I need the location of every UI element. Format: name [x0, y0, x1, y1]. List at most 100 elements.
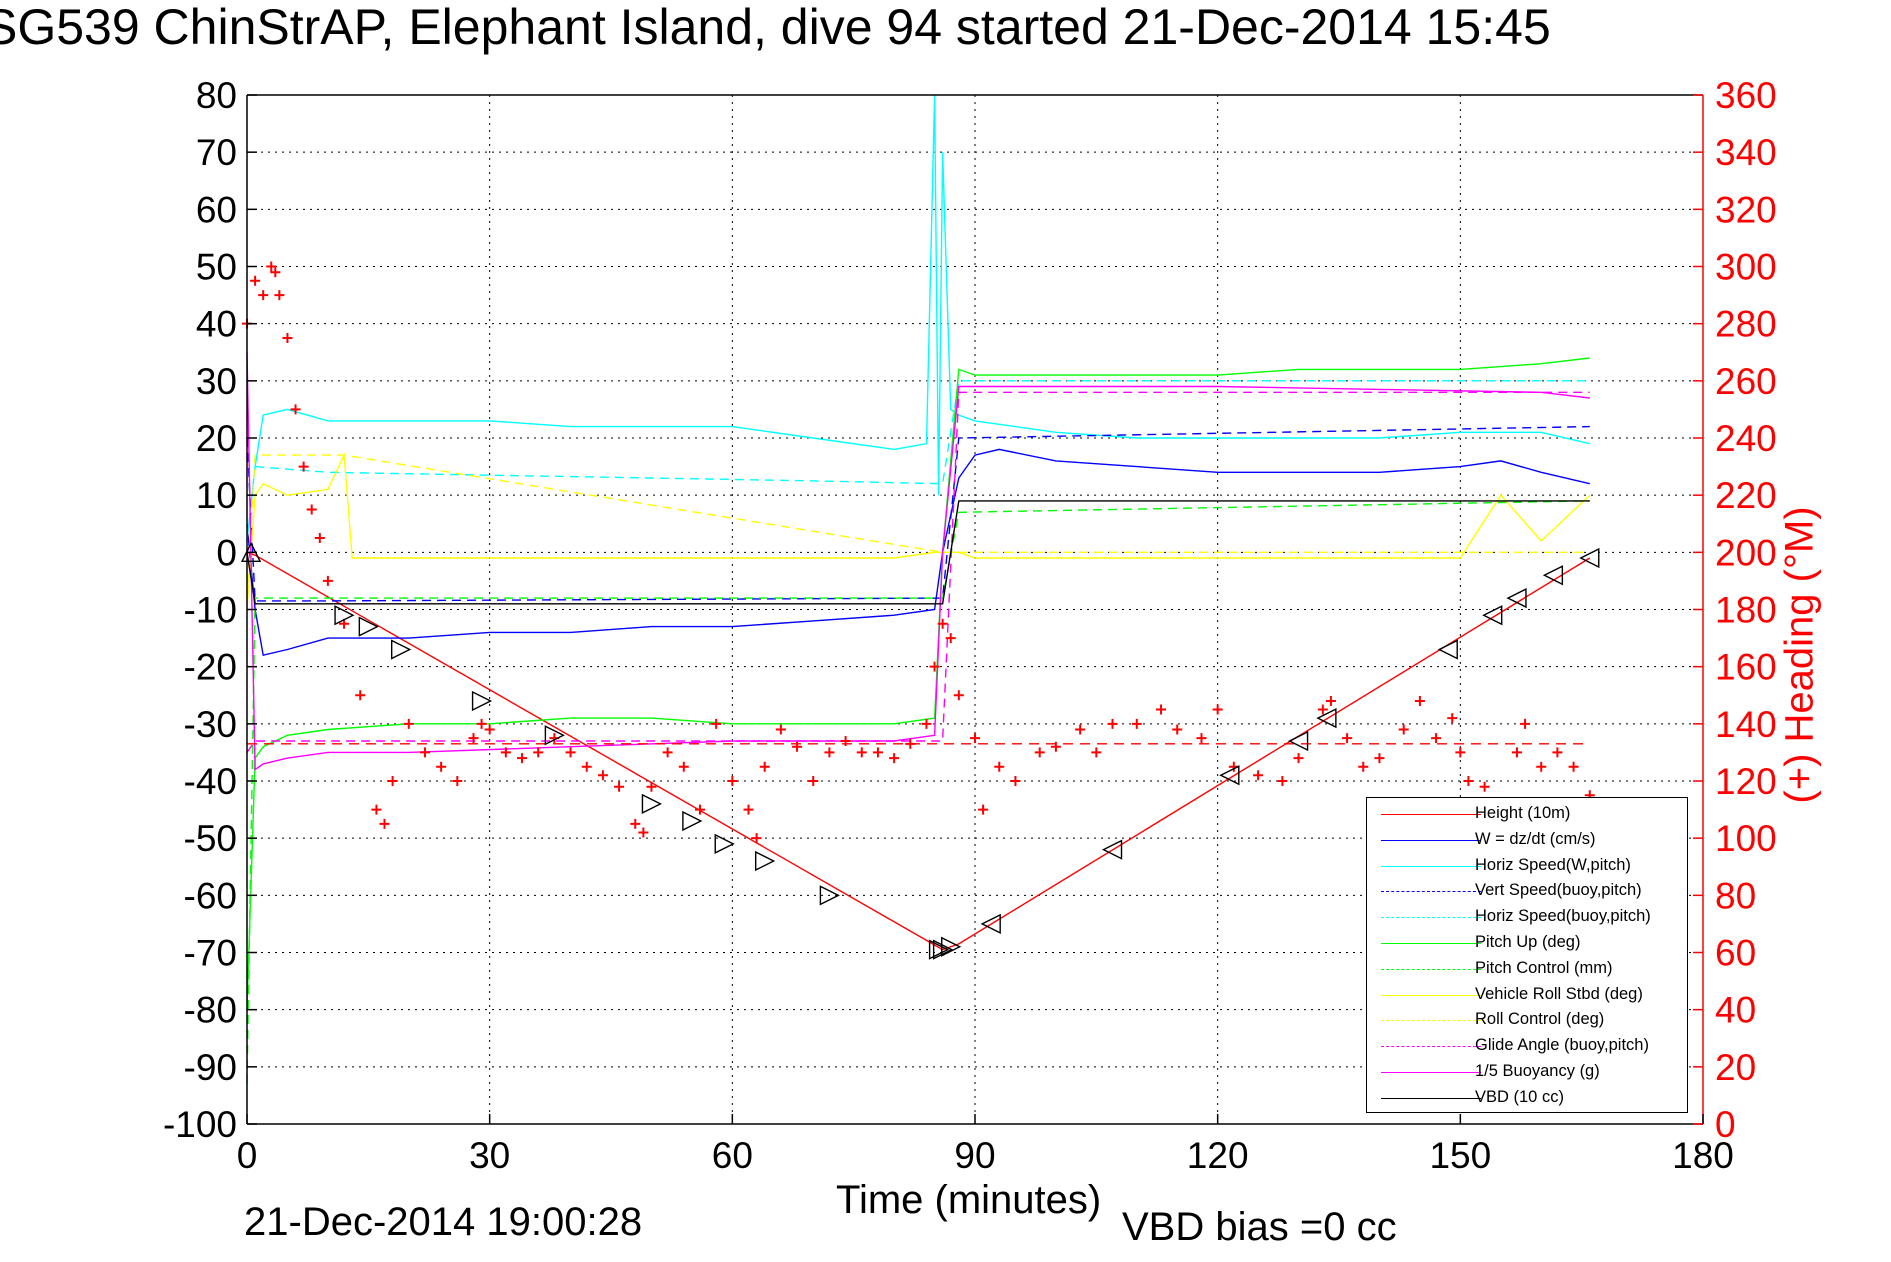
heading-point: [476, 718, 487, 729]
triangle-marker: [334, 605, 355, 626]
y2-tick-label: 180: [1715, 590, 1777, 631]
y-tick-label: 10: [196, 475, 237, 516]
triangle-marker: [941, 936, 962, 957]
footer-note: VBD bias =0 cc: [1122, 1205, 1397, 1249]
legend-label: Vehicle Roll Stbd (deg): [1475, 984, 1643, 1003]
x-axis-label: Time (minutes): [836, 1178, 1102, 1222]
legend-label: Glide Angle (buoy,pitch): [1475, 1036, 1649, 1055]
heading-point: [929, 661, 940, 672]
heading-point: [436, 761, 447, 772]
triangle-marker: [1316, 707, 1337, 729]
heading-point: [1455, 747, 1466, 758]
series-line-10: [246, 352, 1590, 771]
y-tick-label: 60: [196, 189, 237, 230]
heading-point: [1511, 747, 1522, 758]
triangle-marker: [932, 939, 954, 960]
heading-point: [1034, 747, 1045, 758]
heading-point: [978, 804, 989, 815]
legend-entry: Pitch Up (deg): [1367, 931, 1687, 957]
legend-label: Vert Speed(buoy,pitch): [1475, 881, 1642, 900]
legend-swatch: [1381, 1072, 1481, 1073]
y2-tick-label: 80: [1715, 875, 1756, 916]
series-line-11: [246, 500, 1590, 605]
legend-swatch: [1381, 968, 1481, 970]
y2-tick-label: 320: [1715, 189, 1777, 230]
heading-point: [270, 267, 281, 278]
y-tick-label: 80: [196, 75, 237, 116]
triangle-marker: [1579, 547, 1600, 569]
heading-point: [314, 533, 325, 544]
x-tick-label: 0: [237, 1135, 258, 1176]
heading-point: [1568, 761, 1579, 772]
y2-tick-label: 160: [1715, 647, 1777, 688]
series-line-1: [246, 448, 1590, 657]
heading-point: [937, 618, 948, 629]
heading-point: [581, 761, 592, 772]
triangle-marker: [714, 833, 735, 855]
heading-point: [274, 290, 285, 301]
y-tick-label: 0: [216, 532, 237, 573]
y2-tick-label: 20: [1715, 1047, 1756, 1088]
heading-point: [921, 718, 932, 729]
y2-tick-label: 100: [1715, 818, 1777, 859]
y-tick-label: -10: [184, 590, 237, 631]
heading-point: [751, 833, 762, 844]
heading-point: [468, 733, 479, 744]
heading-point: [1091, 747, 1102, 758]
legend-label: Roll Control (deg): [1475, 1010, 1605, 1029]
triangle-marker: [358, 616, 379, 637]
y-tick-label: -70: [184, 933, 237, 974]
series-line-3: [246, 425, 1590, 602]
legend-entry: Height (10m): [1367, 802, 1687, 828]
heading-point: [1447, 713, 1458, 724]
heading-point: [1172, 724, 1183, 735]
heading-point: [1398, 724, 1409, 735]
triangle-marker: [1437, 639, 1458, 660]
heading-point: [533, 747, 544, 758]
triangle-marker: [390, 639, 412, 660]
legend-swatch: [1381, 891, 1481, 893]
heading-point: [1374, 753, 1385, 764]
legend-label: Horiz Speed(W,pitch): [1475, 855, 1631, 874]
heading-point: [1253, 770, 1264, 781]
heading-point: [856, 747, 867, 758]
heading-point: [630, 818, 641, 829]
legend-entry: Horiz Speed(buoy,pitch): [1367, 905, 1687, 931]
heading-point: [500, 747, 511, 758]
heading-point: [403, 718, 414, 729]
heading-point: [743, 804, 754, 815]
triangle-marker: [1506, 587, 1527, 609]
y-tick-label: -20: [184, 647, 237, 688]
heading-point: [387, 776, 398, 786]
heading-point: [1520, 718, 1531, 729]
triangle-marker: [928, 939, 950, 960]
triangle-marker: [980, 913, 1001, 935]
y2-axis-label: (+) Heading (°M): [1777, 506, 1822, 804]
heading-point: [1431, 733, 1442, 744]
legend-entry: Roll Control (deg): [1367, 1008, 1687, 1034]
heading-point: [1552, 747, 1563, 758]
heading-point: [1536, 761, 1547, 772]
legend-swatch: [1381, 1097, 1481, 1099]
triangle-marker: [1287, 730, 1309, 752]
x-tick-label: 90: [954, 1135, 995, 1176]
series-line-5: [246, 357, 1590, 1010]
legend-label: VBD (10 cc): [1475, 1087, 1564, 1106]
legend-swatch: [1381, 865, 1481, 867]
legend-swatch: [1381, 917, 1481, 919]
heading-point: [646, 781, 657, 792]
heading-point: [371, 804, 382, 815]
y-tick-label: -30: [184, 704, 237, 745]
heading-point: [1463, 776, 1474, 786]
heading-point: [792, 741, 803, 752]
legend-label: Height (10m): [1475, 804, 1571, 822]
y-tick-label: -80: [184, 990, 237, 1031]
heading-point: [694, 804, 705, 815]
y-tick-label: 70: [196, 132, 237, 173]
heading-point: [808, 776, 819, 786]
heading-point: [662, 747, 673, 758]
heading-point: [905, 738, 916, 749]
series-line-9: [246, 391, 1590, 753]
heading-point: [565, 747, 576, 758]
triangle-marker: [754, 850, 776, 872]
